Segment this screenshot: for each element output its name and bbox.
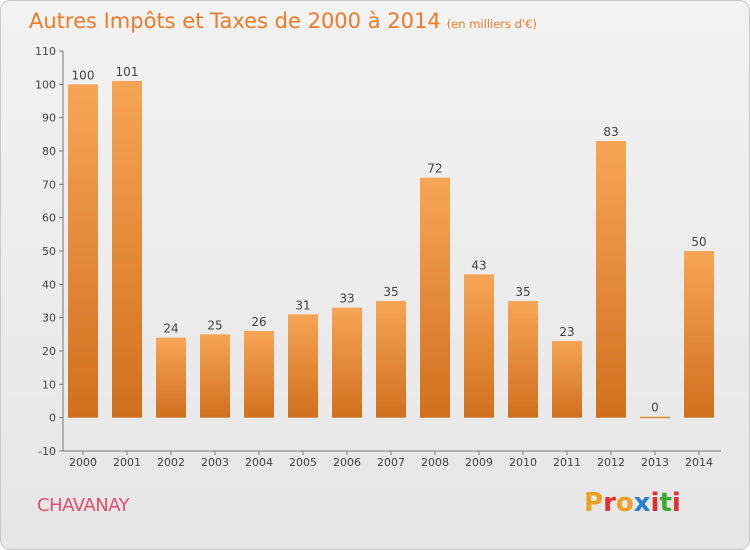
x-tick-label: 2001: [113, 456, 141, 469]
bar-2004: [244, 331, 274, 418]
bars: [68, 81, 714, 419]
x-tick-label: 2005: [289, 456, 317, 469]
bar-value-label: 24: [163, 322, 178, 336]
bar-value-label: 26: [251, 315, 266, 329]
x-tick-label: 2011: [553, 456, 581, 469]
y-tick-label: 50: [42, 245, 56, 258]
brand-logo: Proxiti: [584, 488, 681, 518]
commune-name: CHAVANAY: [37, 495, 130, 516]
bar-value-label: 35: [383, 285, 398, 299]
x-tick-label: 2004: [245, 456, 273, 469]
bar-value-label: 100: [72, 68, 95, 82]
bar-2013: [640, 416, 670, 419]
axes: -10 0 10 20 30 40 50 60 70 80 90 100 110 2000 2001 2002…: [35, 45, 721, 469]
chart-subtitle: (en milliers d'€): [446, 17, 537, 31]
brand-letter: t: [659, 488, 672, 518]
y-tick-label: 10: [42, 378, 56, 391]
y-tick-label: 90: [42, 112, 56, 125]
y-tick-label: 60: [42, 212, 56, 225]
chart-title: Autres Impôts et Taxes de 2000 à 2014 (en…: [29, 9, 537, 33]
x-tick-label: 2010: [509, 456, 537, 469]
bar-2014: [684, 251, 714, 418]
brand-letter: r: [603, 488, 616, 518]
brand-letter: o: [615, 488, 634, 518]
bar-value-label: 23: [559, 325, 574, 339]
y-tick-label: 40: [42, 278, 56, 291]
bar-2011: [552, 341, 582, 418]
bar-value-label: 43: [471, 258, 486, 272]
y-tick-label: 30: [42, 312, 56, 325]
bar-2005: [288, 314, 318, 418]
x-tick-label: 2002: [157, 456, 185, 469]
bar-2010: [508, 301, 538, 418]
bar-2002: [156, 337, 186, 418]
bar-value-label: 72: [427, 162, 442, 176]
brand-letter: x: [633, 488, 651, 518]
y-tick-label: -10: [38, 445, 56, 458]
x-tick-label: 2012: [597, 456, 625, 469]
bar-value-label: 33: [339, 292, 354, 306]
y-tick-label: 20: [42, 345, 56, 358]
bar-2009: [464, 274, 494, 418]
bar-2000: [68, 84, 98, 418]
x-tick-label: 2014: [685, 456, 713, 469]
brand-letter: P: [584, 488, 604, 518]
bar-2012: [596, 141, 626, 418]
bar-value-label: 101: [116, 65, 139, 79]
bar-value-label: 25: [207, 318, 222, 332]
bar-value-label: 50: [691, 235, 706, 249]
x-tick-label: 2007: [377, 456, 405, 469]
x-tick-label: 2008: [421, 456, 449, 469]
brand-letter: i: [671, 488, 681, 518]
x-tick-label: 2000: [69, 456, 97, 469]
y-tick-label: 80: [42, 145, 56, 158]
bar-value-label: 0: [651, 401, 659, 415]
x-tick-label: 2013: [641, 456, 669, 469]
bar-value-label: 35: [515, 285, 530, 299]
y-tick-label: 100: [35, 78, 56, 91]
bar-2007: [376, 301, 406, 418]
brand-letter: i: [650, 488, 660, 518]
bar-value-label: 83: [603, 125, 618, 139]
bar-2006: [332, 307, 362, 418]
x-tick-label: 2003: [201, 456, 229, 469]
x-tick-label: 2006: [333, 456, 361, 469]
bar-2001: [112, 81, 142, 418]
chart-title-text: Autres Impôts et Taxes de 2000 à 2014: [29, 9, 441, 33]
y-tick-label: 0: [49, 412, 56, 425]
x-tick-label: 2009: [465, 456, 493, 469]
y-tick-label: 70: [42, 178, 56, 191]
bar-value-label: 31: [295, 298, 310, 312]
data-labels: 100 101 24 25 26 31 33 35 72 43 35 23 83 0 50: [72, 65, 707, 415]
bar-2003: [200, 334, 230, 418]
y-tick-label: 110: [35, 45, 56, 58]
bar-2008: [420, 177, 450, 418]
